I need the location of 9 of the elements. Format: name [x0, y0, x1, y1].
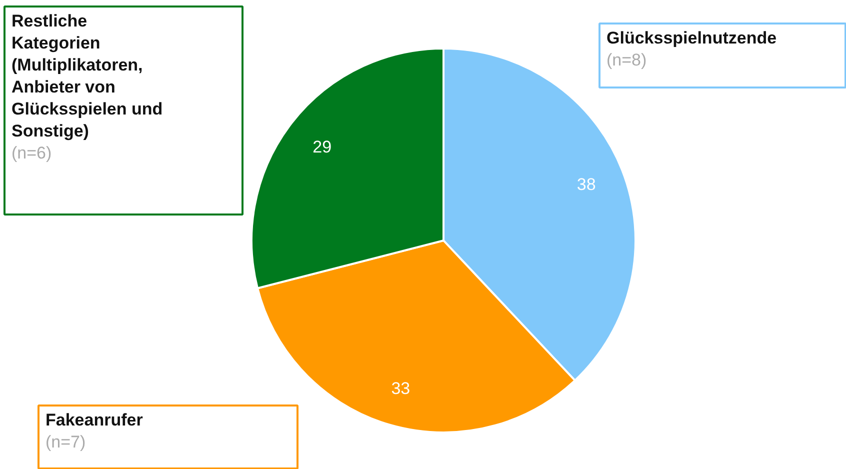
data-label: 38: [576, 174, 596, 194]
slice-label: Restliche Kategorien (Multiplikatoren, Anbieter von Glücksspielen und Sonstige): [12, 12, 163, 140]
data-label: 29: [312, 137, 332, 156]
text: (n=8): [606, 50, 647, 70]
text: (n=7): [46, 432, 86, 452]
slice-label: Glücksspielnutzende: [606, 28, 777, 48]
slice-label: Fakeanrufer: [46, 410, 144, 430]
text: (n=6): [12, 144, 52, 162]
data-label: 33: [391, 379, 410, 398]
